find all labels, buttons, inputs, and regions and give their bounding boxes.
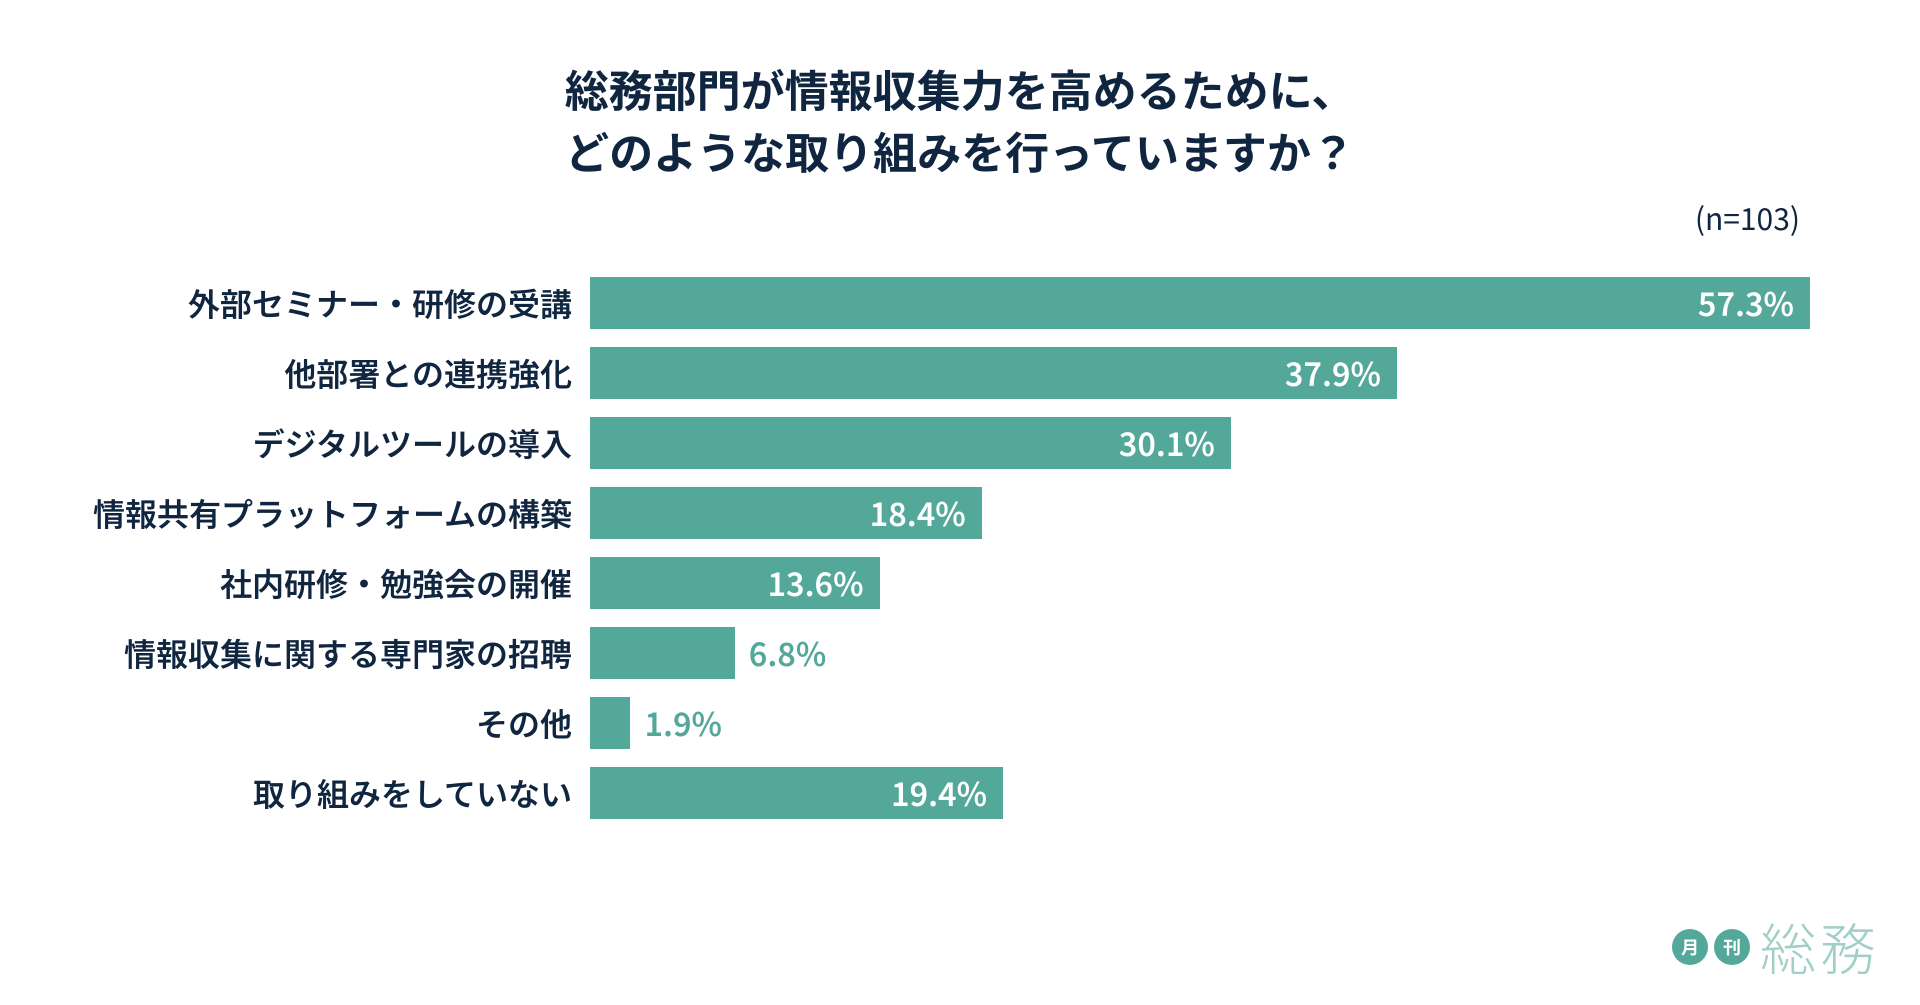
category-label: 社内研修・勉強会の開催 (90, 560, 590, 606)
logo-circle-1: 月 (1672, 929, 1708, 965)
logo-text: 総務 (1760, 919, 1880, 975)
bar-chart: 外部セミナー・研修の受講 57.3% 他部署との連携強化 37.9% デジタルツールの導… (90, 268, 1810, 828)
bar-area: 13.6% (590, 557, 1810, 609)
bar-area: 18.4% (590, 487, 1810, 539)
value-label: 1.9% (644, 700, 722, 746)
chart-row: その他 1.9% (90, 688, 1810, 758)
category-label: 取り組みをしていない (90, 770, 590, 816)
value-label: 6.8% (749, 630, 827, 676)
chart-row: 他部署との連携強化 37.9% (90, 338, 1810, 408)
logo-badge: 月 刊 (1672, 929, 1750, 965)
category-label: 情報共有プラットフォームの構築 (90, 490, 590, 536)
value-label: 19.4% (891, 770, 987, 816)
bar (590, 627, 735, 679)
bar: 30.1% (590, 417, 1231, 469)
value-label: 13.6% (767, 560, 863, 606)
title-line-2: どのような取り組みを行っていますか？ (0, 120, 1920, 182)
bar-area: 30.1% (590, 417, 1810, 469)
bar (590, 697, 630, 749)
category-label: デジタルツールの導入 (90, 420, 590, 466)
chart-title: 総務部門が情報収集力を高めるために、 どのような取り組みを行っていますか？ (0, 0, 1920, 181)
chart-row: デジタルツールの導入 30.1% (90, 408, 1810, 478)
value-label: 37.9% (1285, 350, 1381, 396)
bar-area: 19.4% (590, 767, 1810, 819)
bar: 37.9% (590, 347, 1397, 399)
sample-size: (n=103) (1695, 195, 1800, 239)
bar: 19.4% (590, 767, 1003, 819)
bar-area: 37.9% (590, 347, 1810, 399)
bar: 18.4% (590, 487, 982, 539)
value-label: 18.4% (870, 490, 966, 536)
chart-row: 社内研修・勉強会の開催 13.6% (90, 548, 1810, 618)
value-label: 30.1% (1119, 420, 1215, 466)
category-label: 他部署との連携強化 (90, 350, 590, 396)
category-label: その他 (90, 700, 590, 746)
chart-row: 外部セミナー・研修の受講 57.3% (90, 268, 1810, 338)
value-label: 57.3% (1698, 280, 1794, 326)
chart-row: 取り組みをしていない 19.4% (90, 758, 1810, 828)
publisher-logo: 月 刊 総務 (1672, 919, 1880, 975)
bar-area: 6.8% (590, 627, 1810, 679)
bar: 57.3% (590, 277, 1810, 329)
bar-area: 1.9% (590, 697, 1810, 749)
category-label: 情報収集に関する専門家の招聘 (90, 630, 590, 676)
title-line-1: 総務部門が情報収集力を高めるために、 (0, 58, 1920, 120)
chart-row: 情報収集に関する専門家の招聘 6.8% (90, 618, 1810, 688)
chart-row: 情報共有プラットフォームの構築 18.4% (90, 478, 1810, 548)
bar: 13.6% (590, 557, 880, 609)
logo-circle-2: 刊 (1714, 929, 1750, 965)
category-label: 外部セミナー・研修の受講 (90, 280, 590, 326)
bar-area: 57.3% (590, 277, 1810, 329)
